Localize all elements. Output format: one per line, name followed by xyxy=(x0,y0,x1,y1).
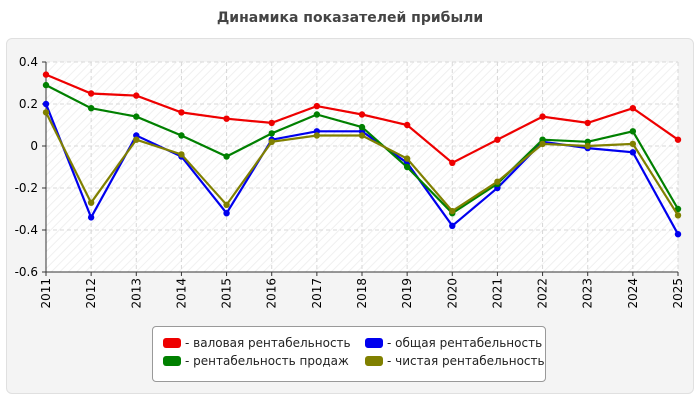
data-point xyxy=(268,130,275,137)
x-tick-label: 2012 xyxy=(84,278,98,309)
legend-label-gross: - валовая рентабельность xyxy=(185,336,351,350)
x-tick-label: 2024 xyxy=(626,278,640,309)
data-point xyxy=(494,178,501,185)
data-point xyxy=(403,163,411,171)
data-point xyxy=(223,115,230,122)
data-point xyxy=(223,201,230,208)
x-tick-label: 2014 xyxy=(174,278,188,309)
y-tick-label: 0.4 xyxy=(19,55,38,69)
legend-item-net: - чистая рентабельность xyxy=(365,354,545,368)
legend-item-sales: - рентабельность продаж xyxy=(163,354,349,368)
legend: - валовая рентабельность - общая рентабе… xyxy=(152,326,546,382)
data-point xyxy=(313,102,321,110)
x-tick-label: 2013 xyxy=(129,278,143,309)
data-point xyxy=(178,132,185,139)
data-point xyxy=(449,159,456,166)
legend-swatch-gross xyxy=(163,338,181,348)
data-point xyxy=(449,207,456,215)
data-point xyxy=(268,119,275,127)
data-point xyxy=(358,111,366,118)
legend-label-sales: - рентабельность продаж xyxy=(185,354,349,368)
legend-item-gross: - валовая рентабельность xyxy=(163,336,351,350)
x-tick-label: 2020 xyxy=(445,278,459,309)
legend-swatch-net xyxy=(365,356,383,366)
data-point xyxy=(629,128,637,135)
legend-item-total: - общая рентабельность xyxy=(365,336,542,350)
data-point xyxy=(87,105,95,112)
grid xyxy=(45,61,679,273)
data-point xyxy=(403,121,411,129)
data-point xyxy=(674,231,682,238)
x-tick-label: 2017 xyxy=(310,278,324,309)
legend-label-net: - чистая рентабельность xyxy=(387,354,545,368)
data-point xyxy=(674,212,682,219)
x-tick-label: 2022 xyxy=(536,278,550,309)
x-tick-label: 2018 xyxy=(355,278,369,309)
y-tick-label: 0.2 xyxy=(19,97,38,111)
data-point xyxy=(42,100,50,108)
data-point xyxy=(674,205,682,213)
x-tick-label: 2015 xyxy=(220,278,234,309)
data-point xyxy=(313,132,321,139)
legend-swatch-total xyxy=(365,338,383,348)
data-point xyxy=(629,149,637,156)
data-point xyxy=(674,136,682,143)
x-tick-label: 2023 xyxy=(581,278,595,309)
data-point xyxy=(539,113,546,120)
y-tick-label: -0.2 xyxy=(15,181,38,195)
x-tick-label: 2021 xyxy=(490,278,504,309)
data-point xyxy=(358,132,366,139)
data-point xyxy=(42,81,50,89)
x-tick-label: 2011 xyxy=(39,278,53,309)
data-point xyxy=(133,113,140,120)
data-point xyxy=(87,90,95,97)
y-tick-label: -0.6 xyxy=(15,265,38,279)
y-tick-label: -0.4 xyxy=(15,223,38,237)
data-point xyxy=(223,153,230,160)
data-point xyxy=(42,71,50,78)
data-point xyxy=(358,123,366,131)
data-point xyxy=(403,155,411,162)
data-point xyxy=(178,151,185,158)
data-point xyxy=(629,140,637,148)
data-point xyxy=(449,222,456,229)
data-point xyxy=(539,140,546,148)
x-tick-label: 2019 xyxy=(400,278,414,309)
x-tick-label: 2016 xyxy=(265,278,279,309)
data-point xyxy=(268,138,275,145)
series xyxy=(42,71,682,238)
data-point xyxy=(223,210,230,217)
data-point xyxy=(584,142,591,150)
chart-title: Динамика показателей прибыли xyxy=(216,10,484,26)
legend-swatch-sales xyxy=(163,356,181,366)
data-point xyxy=(584,119,591,127)
data-point xyxy=(494,136,501,143)
legend-label-total: - общая рентабельность xyxy=(387,336,543,350)
y-tick-label: 0 xyxy=(30,139,38,153)
x-tick-label: 2025 xyxy=(671,278,685,309)
data-point xyxy=(87,199,95,206)
data-point xyxy=(133,92,140,99)
data-point xyxy=(133,136,140,143)
data-point xyxy=(313,111,321,118)
data-point xyxy=(629,105,637,112)
data-point xyxy=(178,109,185,116)
data-point xyxy=(87,214,95,221)
data-point xyxy=(42,109,50,116)
